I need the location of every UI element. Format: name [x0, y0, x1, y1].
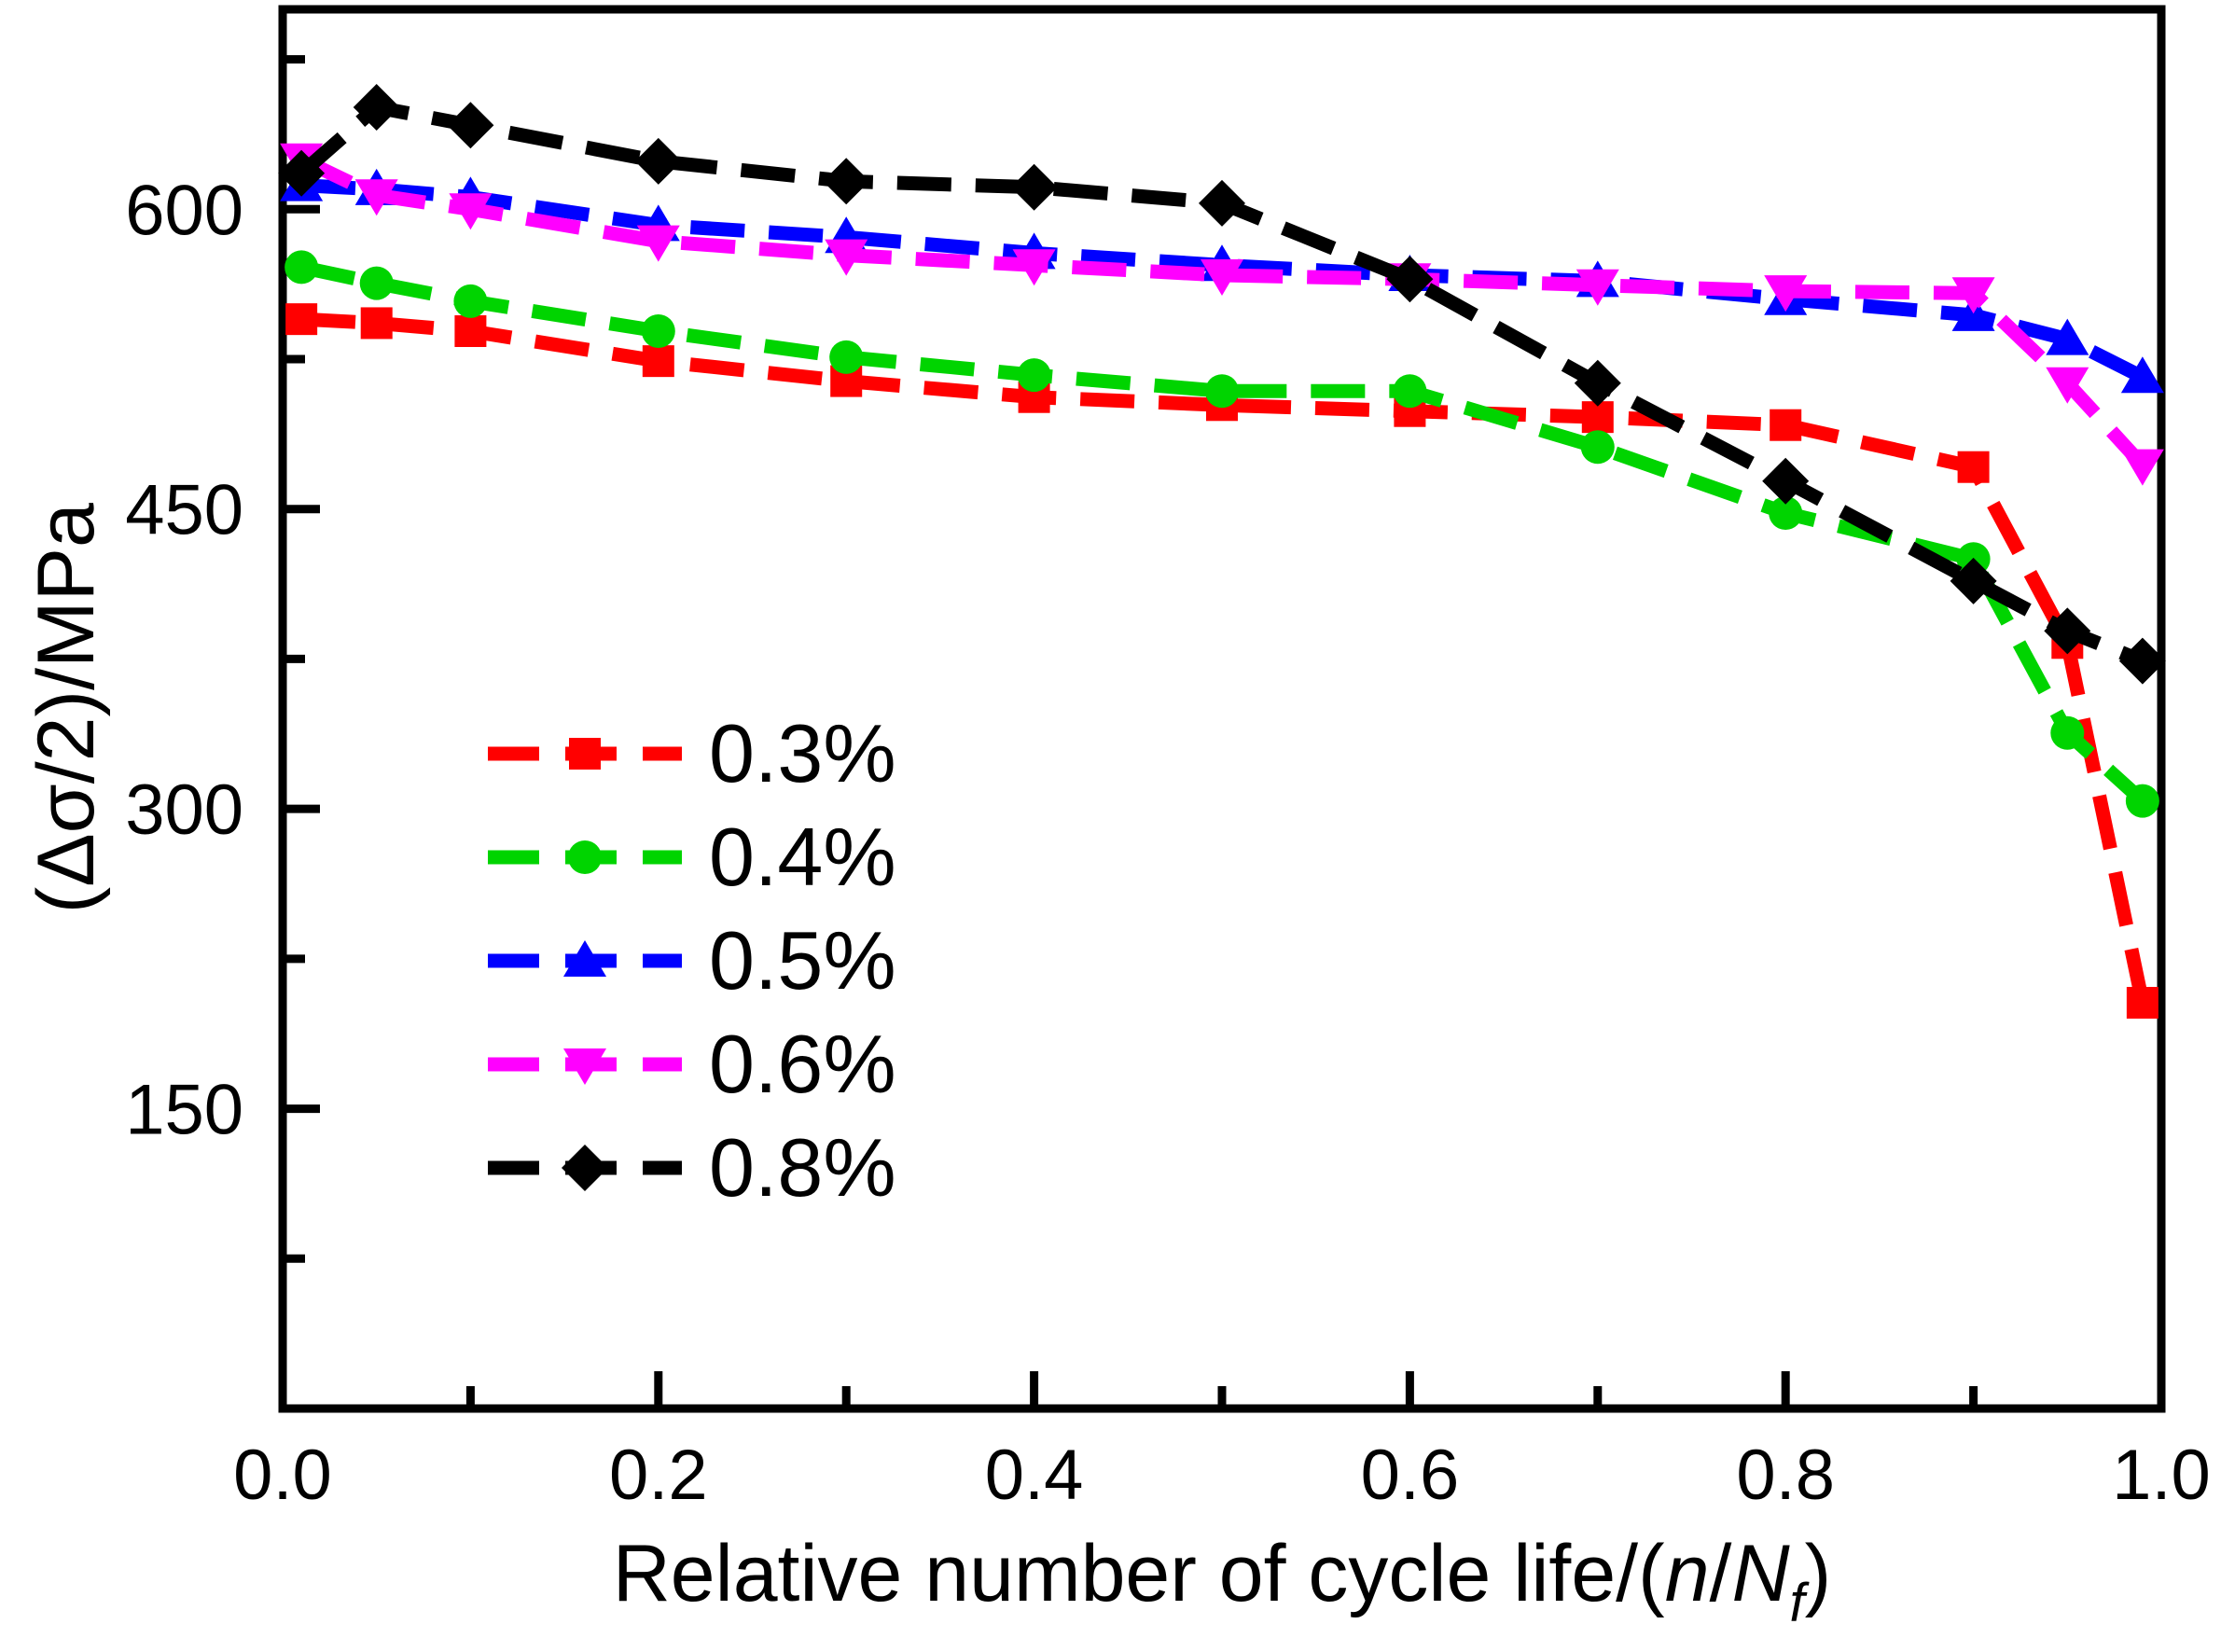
data-point-0.4%	[453, 284, 488, 318]
data-point-0.6%	[449, 193, 493, 230]
data-point-0.6%	[825, 239, 868, 276]
data-point-0.8%	[2118, 637, 2166, 685]
plot-border	[278, 5, 2166, 1413]
y-tick-label: 150	[125, 1071, 243, 1150]
legend-marker-0.4%	[568, 840, 602, 874]
data-point-0.5%	[2046, 318, 2089, 355]
data-point-0.4%	[359, 266, 394, 300]
y-tick-label: 450	[125, 471, 243, 550]
legend-marker-0.5%	[563, 940, 606, 977]
data-point-0.6%	[1576, 269, 1619, 306]
series-0.3%	[285, 303, 2159, 1019]
series-line-0.3%	[300, 312, 2150, 1005]
data-point-0.8%	[278, 149, 326, 197]
data-point-0.4%	[1017, 358, 1051, 393]
x-tick-label: 0.2	[609, 1436, 708, 1515]
data-point-0.6%	[1764, 275, 1808, 312]
data-point-0.4%	[641, 314, 675, 348]
legend-label: 0.3%	[709, 707, 896, 799]
legend-label: 0.5%	[709, 914, 896, 1006]
data-point-0.8%	[1950, 557, 1997, 604]
legend-item-0.6%: 0.6%	[488, 1018, 896, 1110]
legend-marker-0.8%	[562, 1145, 608, 1191]
data-point-0.8%	[447, 102, 494, 149]
data-point-0.4%	[1393, 374, 1427, 409]
y-axis-title: (Δσ/2)/MPa	[21, 503, 111, 913]
legend-label: 0.8%	[709, 1121, 896, 1214]
x-tick-label: 1.0	[2112, 1436, 2211, 1515]
data-point-0.8%	[1010, 163, 1058, 211]
data-point-0.3%	[2126, 987, 2159, 1019]
x-axis-title: Relative number of cycle life/(n/Nf)	[613, 1529, 1832, 1633]
data-point-0.6%	[2120, 449, 2164, 486]
data-point-0.8%	[2044, 607, 2091, 655]
data-point-0.3%	[1770, 409, 1802, 441]
y-tick-label: 300	[125, 770, 243, 850]
series-0.8%	[278, 84, 2166, 685]
legend-item-0.3%: 0.3%	[488, 707, 896, 799]
legend-item-0.5%: 0.5%	[488, 914, 896, 1006]
data-point-0.8%	[634, 137, 682, 185]
data-point-0.4%	[2125, 784, 2159, 818]
data-point-0.3%	[285, 303, 318, 336]
y-tick-label: 600	[125, 171, 243, 250]
data-point-0.8%	[1574, 359, 1621, 407]
data-point-0.3%	[454, 315, 487, 347]
data-point-0.3%	[1957, 451, 1990, 483]
legend-label: 0.6%	[709, 1018, 896, 1110]
data-point-0.4%	[285, 250, 319, 285]
data-point-0.8%	[353, 84, 400, 131]
tick-labels: 0.0 0.2 0.4 0.6 0.8 1.0 150 300 450 600	[125, 171, 2211, 1515]
data-point-0.6%	[1012, 249, 1056, 286]
data-point-0.4%	[1580, 430, 1615, 465]
data-point-0.8%	[823, 158, 870, 205]
data-point-0.3%	[360, 307, 393, 340]
legend-marker-0.3%	[569, 738, 601, 770]
data-point-0.6%	[2046, 367, 2089, 404]
x-tick-label: 0.6	[1361, 1436, 1460, 1515]
legend-item-0.8%: 0.8%	[488, 1121, 896, 1214]
data-point-0.6%	[354, 179, 398, 216]
axis-ticks	[278, 55, 2166, 1405]
legend-label: 0.4%	[709, 811, 896, 903]
x-tick-label: 0.8	[1736, 1436, 1835, 1515]
x-tick-label: 0.0	[233, 1436, 332, 1515]
legend-marker-0.6%	[563, 1048, 606, 1085]
data-point-0.5%	[2120, 356, 2164, 394]
x-tick-label: 0.4	[985, 1436, 1084, 1515]
data-point-0.8%	[1199, 179, 1245, 227]
data-point-0.3%	[642, 345, 674, 378]
data-point-0.6%	[1201, 259, 1243, 296]
legend: 0.3% 0.4% 0.5% 0.6% 0.8%	[488, 707, 896, 1214]
data-point-0.8%	[1762, 457, 1810, 505]
legend-item-0.4%: 0.4%	[488, 811, 896, 903]
data-point-0.4%	[829, 340, 864, 374]
series-0.4%	[285, 250, 2159, 818]
data-point-0.6%	[636, 225, 680, 262]
data-point-0.6%	[1951, 277, 1995, 314]
data-point-0.4%	[2050, 715, 2085, 750]
data-point-0.8%	[1386, 256, 1434, 303]
data-point-0.3%	[1581, 401, 1614, 434]
data-point-0.4%	[1205, 374, 1239, 409]
data-point-0.4%	[1769, 496, 1803, 530]
